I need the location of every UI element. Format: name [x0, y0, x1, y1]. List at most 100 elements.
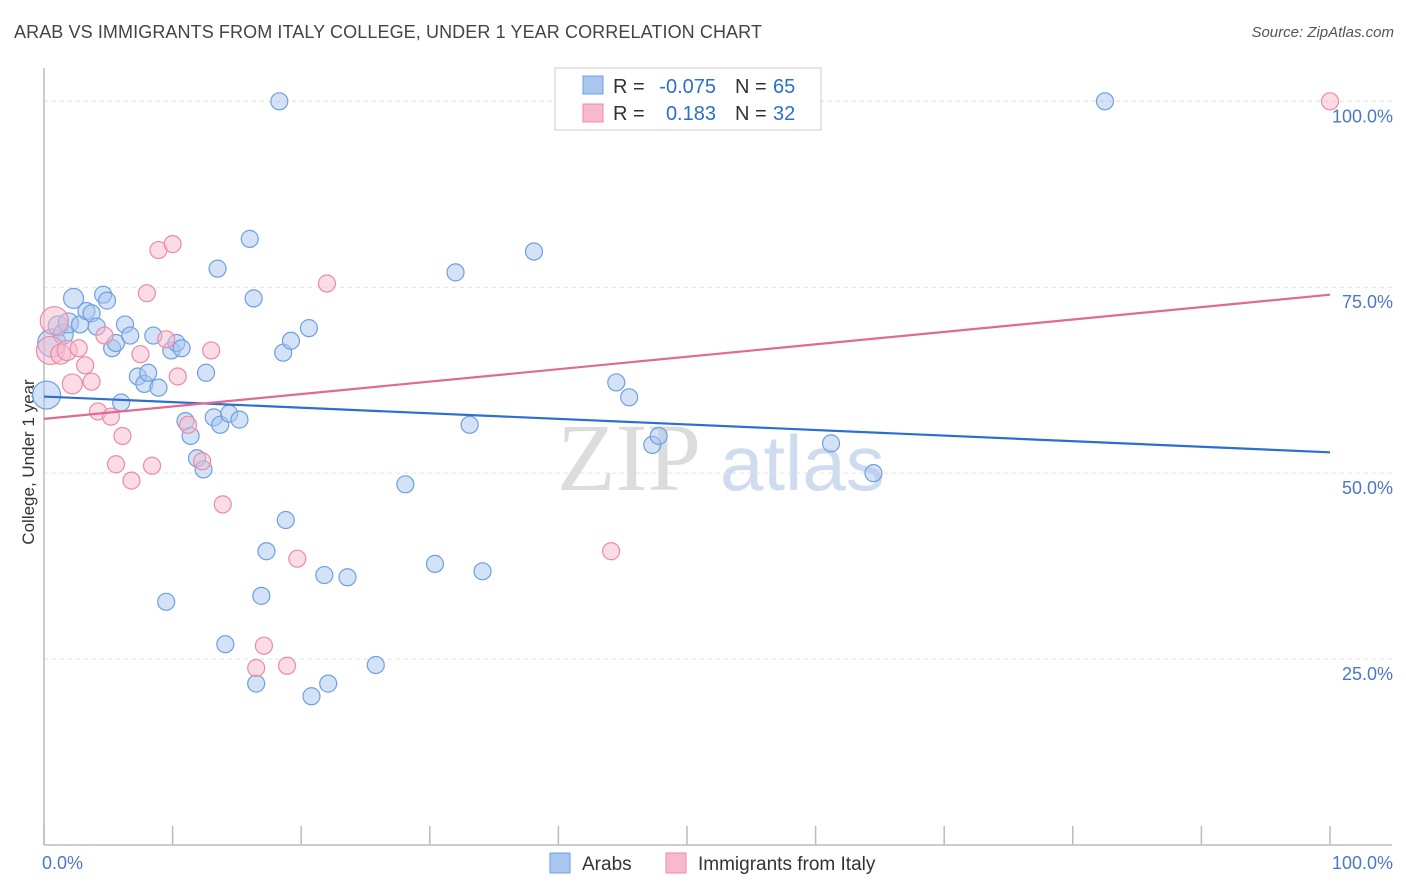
legend-swatch-italy — [582, 103, 604, 123]
point-arabs-16 — [121, 326, 140, 345]
y-tick-label-50: 50.0% — [1342, 478, 1393, 498]
point-italy-6 — [76, 356, 95, 375]
legend-n-label-arabs: N = — [735, 76, 767, 98]
point-italy-27 — [277, 656, 297, 675]
point-italy-11 — [106, 455, 126, 474]
point-italy-23 — [202, 341, 221, 360]
y-tick-labels: 25.0% 50.0% 75.0% 100.0% — [1332, 106, 1393, 684]
x-tick-label-max: 100.0% — [1332, 853, 1393, 873]
point-arabs-48 — [315, 565, 334, 585]
point-arabs-32 — [208, 259, 227, 278]
point-arabs-0 — [31, 380, 62, 410]
point-italy-10 — [101, 407, 120, 426]
point-arabs-22 — [157, 592, 176, 611]
point-arabs-61 — [649, 426, 668, 446]
point-italy-24 — [213, 495, 232, 514]
legend-n-label-italy: N = — [735, 103, 767, 125]
point-arabs-50 — [338, 568, 357, 587]
watermark-atlas: atlas — [720, 419, 885, 507]
point-italy-19 — [163, 234, 182, 254]
point-italy-25 — [247, 658, 266, 678]
point-italy-13 — [122, 471, 141, 490]
series-immigrants-from-italy — [35, 92, 1340, 678]
trend-lines — [43, 293, 1331, 454]
y-tick-label-25: 25.0% — [1342, 664, 1393, 684]
point-italy-4 — [61, 373, 83, 395]
legend-r-value-italy: 0.183 — [666, 103, 716, 125]
x-tick-label-min: 0.0% — [42, 853, 83, 873]
point-arabs-56 — [473, 562, 492, 581]
chart-source: Source: ZipAtlas.com — [1251, 24, 1394, 41]
legend-r-label-arabs: R = — [613, 76, 645, 98]
legend-n-value-arabs: 65 — [773, 76, 795, 98]
point-arabs-41 — [257, 542, 276, 561]
y-tick-label-75: 75.0% — [1342, 292, 1393, 312]
point-arabs-44 — [276, 510, 295, 530]
point-arabs-19 — [139, 363, 158, 382]
point-arabs-39 — [247, 674, 266, 693]
series-arabs — [31, 92, 1115, 706]
point-italy-28 — [288, 549, 307, 568]
point-italy-21 — [178, 415, 198, 434]
series-legend: Arabs Immigrants from Italy — [549, 852, 876, 875]
point-italy-9 — [95, 326, 114, 345]
point-arabs-52 — [396, 475, 415, 494]
point-arabs-46 — [299, 319, 319, 338]
point-arabs-11 — [97, 291, 117, 310]
legend-n-value-italy: 32 — [773, 103, 795, 125]
point-italy-15 — [137, 284, 156, 303]
y-axis-title: College, Under 1 year — [19, 379, 38, 545]
point-italy-12 — [113, 426, 132, 446]
point-italy-29 — [317, 274, 337, 293]
point-arabs-34 — [216, 635, 235, 654]
bottom-legend-label-italy: Immigrants from Italy — [698, 854, 876, 875]
point-arabs-38 — [244, 289, 263, 308]
bottom-legend-swatch-italy — [665, 852, 687, 874]
point-arabs-30 — [196, 363, 216, 382]
point-italy-18 — [157, 330, 176, 349]
point-arabs-63 — [864, 464, 883, 483]
y-tick-label-100: 100.0% — [1332, 106, 1393, 126]
point-arabs-40 — [252, 586, 271, 605]
point-arabs-49 — [319, 674, 338, 693]
legend-swatch-arabs — [582, 75, 604, 95]
point-arabs-51 — [366, 655, 385, 675]
legend-r-value-arabs: -0.075 — [659, 76, 716, 98]
point-arabs-45 — [281, 331, 301, 350]
point-italy-14 — [131, 345, 150, 364]
trend-line-arabs — [43, 395, 1331, 454]
point-arabs-47 — [302, 687, 321, 706]
point-arabs-5 — [62, 287, 85, 309]
point-arabs-37 — [240, 229, 259, 248]
trend-line-italy — [43, 293, 1331, 420]
point-italy-26 — [254, 636, 274, 655]
point-arabs-64 — [1095, 92, 1115, 111]
point-arabs-57 — [524, 242, 544, 261]
correlation-legend: R = -0.075 N = 65 R = 0.183 N = 32 — [554, 67, 822, 131]
x-axis-ticks — [43, 826, 1331, 845]
point-arabs-54 — [446, 263, 465, 282]
bottom-legend-label-arabs: Arabs — [582, 854, 632, 875]
point-arabs-53 — [425, 554, 445, 573]
point-italy-7 — [82, 372, 101, 391]
point-italy-20 — [168, 367, 187, 386]
point-italy-5 — [69, 339, 88, 358]
point-arabs-58 — [607, 373, 626, 392]
point-arabs-55 — [460, 415, 479, 434]
legend-r-label-italy: R = — [613, 103, 645, 125]
point-italy-31 — [1320, 92, 1340, 111]
bottom-legend-swatch-arabs — [549, 852, 571, 874]
gridlines — [44, 100, 1392, 660]
point-italy-30 — [602, 542, 621, 561]
point-italy-1 — [39, 306, 69, 336]
point-arabs-62 — [821, 434, 841, 453]
chart-title: ARAB VS IMMIGRANTS FROM ITALY COLLEGE, U… — [14, 22, 763, 42]
point-arabs-59 — [620, 388, 639, 407]
point-italy-22 — [193, 452, 212, 471]
point-arabs-21 — [149, 378, 168, 397]
point-arabs-14 — [112, 393, 131, 412]
point-arabs-42 — [270, 92, 289, 111]
point-arabs-25 — [172, 339, 191, 358]
point-italy-16 — [142, 456, 162, 475]
